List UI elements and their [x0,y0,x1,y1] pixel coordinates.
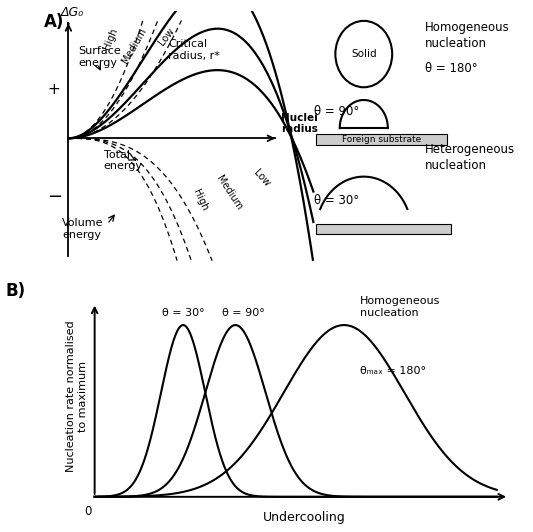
Text: High: High [191,187,210,212]
Text: θ = 90°: θ = 90° [313,105,359,118]
Text: −: − [47,188,62,206]
Text: Homogeneous
nucleation: Homogeneous nucleation [360,296,440,318]
Text: Heterogeneous
nucleation: Heterogeneous nucleation [425,144,515,172]
Text: Nuclei
radius: Nuclei radius [281,113,318,135]
Text: θ = 180°: θ = 180° [425,62,478,74]
Text: Volume
energy: Volume energy [62,218,103,240]
Text: B): B) [5,282,26,300]
Text: θ = 30°: θ = 30° [313,195,359,207]
Y-axis label: Nucleation rate normalised
to maximum: Nucleation rate normalised to maximum [66,320,88,472]
Text: Low: Low [252,168,272,189]
Text: A): A) [44,13,64,31]
Text: Low: Low [157,27,176,48]
Text: θ = 90°: θ = 90° [222,308,265,318]
Text: High: High [101,27,119,51]
Text: θₘₐₓ = 180°: θₘₐₓ = 180° [360,367,426,377]
X-axis label: Undercooling: Undercooling [262,511,345,524]
Text: Medium: Medium [120,27,148,65]
Text: Surface
energy: Surface energy [78,46,121,68]
Text: +: + [48,82,61,97]
Text: Foreign substrate: Foreign substrate [342,135,421,144]
Bar [316,224,451,234]
Bar [316,135,447,145]
Text: 0: 0 [84,505,92,518]
Text: Medium: Medium [215,173,245,211]
Text: θ = 30°: θ = 30° [162,308,205,318]
Text: Critical
radius, r*: Critical radius, r* [168,39,220,61]
Text: ΔG₀: ΔG₀ [61,6,84,20]
Text: Solid: Solid [351,49,377,59]
Text: Total
energy: Total energy [104,149,143,171]
Text: Homogeneous
nucleation: Homogeneous nucleation [425,21,510,50]
